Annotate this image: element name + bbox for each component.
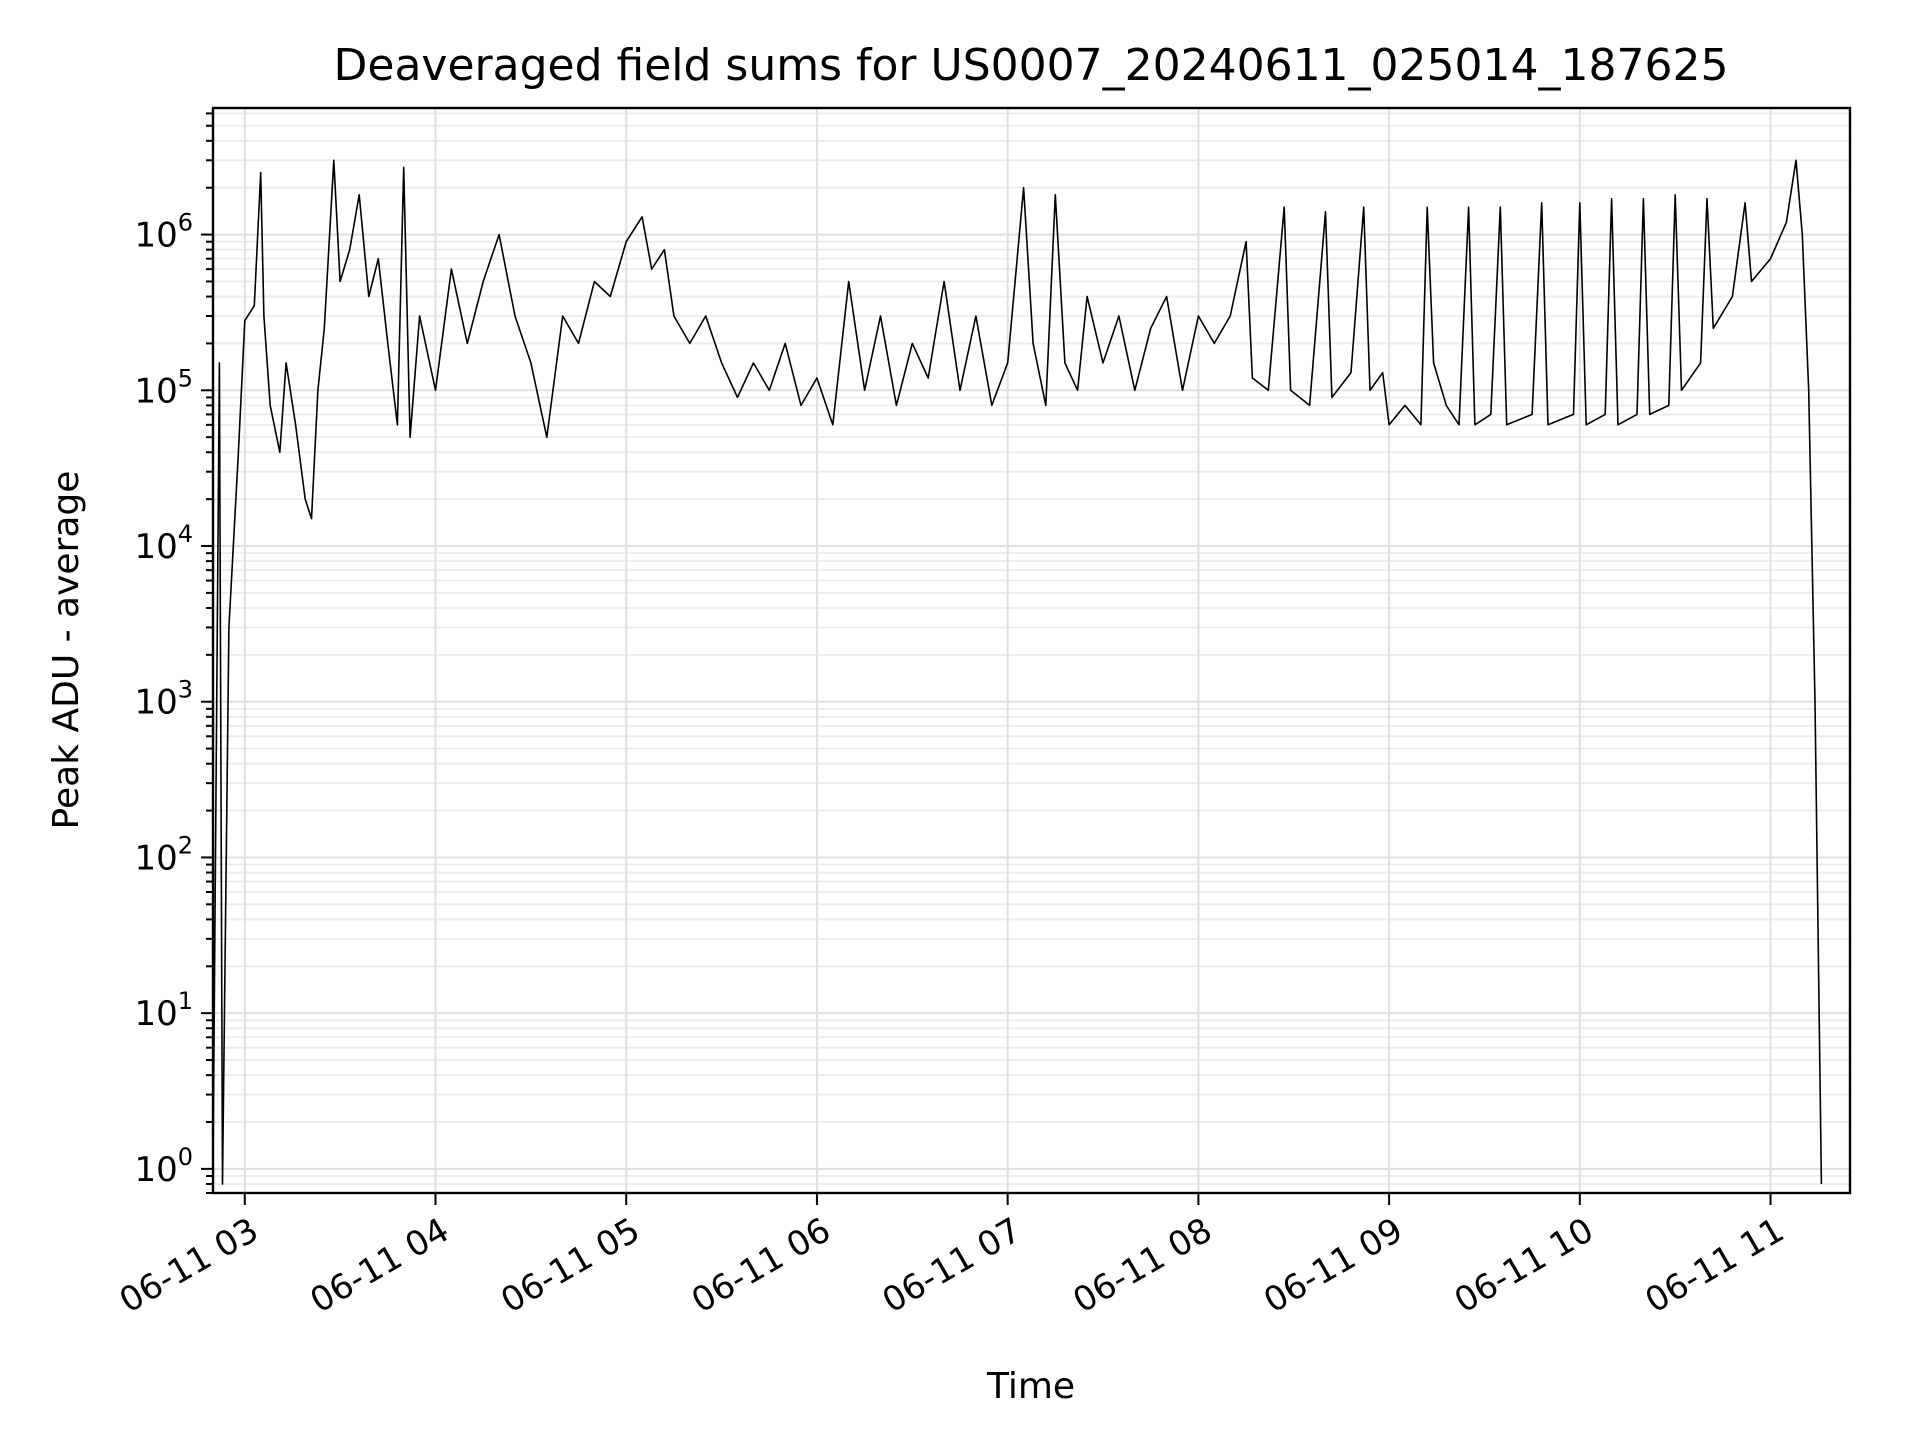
y-axis-label: Peak ADU - average xyxy=(46,471,87,830)
chart-title: Deaveraged field sums for US0007_2024061… xyxy=(334,40,1729,91)
x-tick-label: 06-11 03 xyxy=(113,1210,265,1321)
x-tick-label: 06-11 08 xyxy=(1066,1210,1218,1321)
x-tick-label: 06-11 11 xyxy=(1639,1210,1791,1321)
y-tick-label: 101 xyxy=(134,987,193,1034)
x-tick-label: 06-11 04 xyxy=(304,1210,456,1321)
x-tick-label: 06-11 07 xyxy=(876,1210,1028,1321)
plot-frame xyxy=(211,106,1852,1195)
x-tick-label: 06-11 06 xyxy=(685,1210,837,1321)
y-tick-label: 104 xyxy=(134,520,193,567)
x-axis-label: Time xyxy=(986,1366,1075,1407)
y-tick-label: 105 xyxy=(134,364,193,411)
y-tick-label: 103 xyxy=(134,676,193,723)
y-tick-label: 102 xyxy=(134,831,193,878)
x-tick-label: 06-11 09 xyxy=(1257,1210,1409,1321)
series-layer xyxy=(212,159,1823,1185)
grid-lines xyxy=(213,108,1850,1194)
series-line xyxy=(212,159,1823,1185)
y-tick-label: 100 xyxy=(134,1143,193,1190)
x-tick-label: 06-11 05 xyxy=(494,1210,646,1321)
y-tick-label: 106 xyxy=(134,209,193,256)
x-tick-label: 06-11 10 xyxy=(1448,1210,1600,1321)
